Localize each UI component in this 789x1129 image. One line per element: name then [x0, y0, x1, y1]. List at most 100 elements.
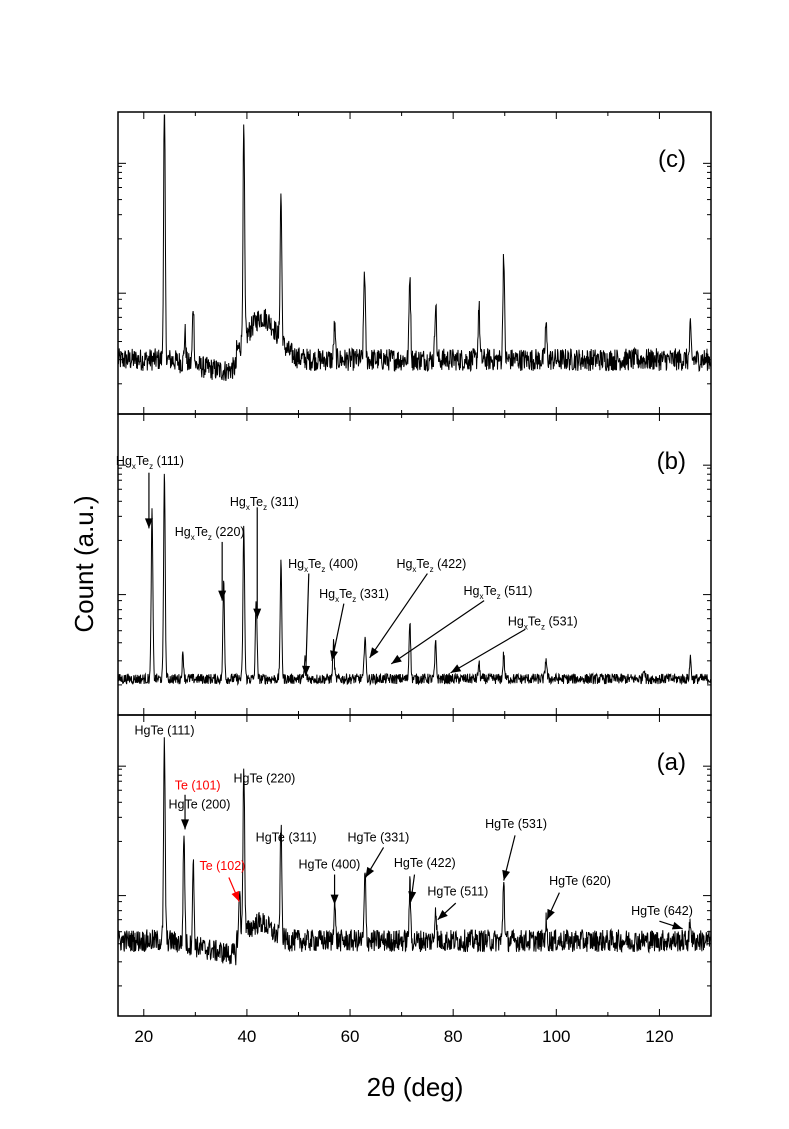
peak-label-element: Te	[136, 454, 149, 468]
peak-label-subscript: z	[352, 595, 356, 604]
peak-label-index: (331)	[356, 587, 389, 601]
x-tick-label: 40	[237, 1027, 256, 1046]
peak-label-subscript: z	[321, 565, 325, 574]
arrow-head	[408, 891, 417, 902]
arrow-head	[671, 921, 683, 930]
peak-label: HgxTez (511)	[463, 584, 532, 601]
peak-label-element: Hg	[175, 525, 191, 539]
peak-label-element: Te	[339, 587, 352, 601]
peak-label-subscript: z	[497, 592, 501, 601]
peak-label-element: Te	[250, 495, 263, 509]
arrow-head	[547, 908, 555, 920]
peak-arrow	[369, 573, 428, 659]
peak-label-element: Te	[195, 525, 208, 539]
peak-label-index: (111)	[153, 454, 184, 468]
y-axis-label: Count (a.u.)	[69, 495, 99, 632]
peak-label-element: Hg	[230, 495, 246, 509]
x-tick-label: 20	[134, 1027, 153, 1046]
arrow-head	[330, 894, 339, 905]
peak-label: HgTe (311)	[256, 830, 317, 844]
x-tick-label: 120	[645, 1027, 673, 1046]
peak-label-index: (400)	[325, 557, 358, 571]
x-tick-label: 80	[444, 1027, 463, 1046]
peak-label-subscript: x	[132, 462, 136, 471]
peak-label: HgTe (620)	[549, 874, 611, 888]
peak-label: HgTe (200)	[169, 797, 231, 811]
peak-label: HgxTez (422)	[396, 557, 466, 574]
peak-label: HgTe (331)	[347, 830, 409, 844]
panel-b: (b)HgxTez (111)HgxTez (220)HgxTez (311)H…	[116, 413, 712, 716]
peak-label-index: (511)	[501, 584, 533, 598]
peak-label: HgTe (400)	[298, 858, 360, 872]
peak-label-element: Hg	[116, 454, 132, 468]
peak-label: HgxTez (111)	[116, 454, 184, 471]
trace-panel-b	[117, 473, 712, 686]
x-tick-label: 100	[542, 1027, 570, 1046]
peak-label-index: (422)	[434, 557, 467, 571]
peak-label-index: (220)	[212, 525, 245, 539]
arrow-head	[437, 909, 448, 920]
arrow-head	[391, 654, 402, 664]
arrow-head	[181, 819, 190, 830]
peak-arrow	[305, 573, 310, 676]
peak-label-element: Te	[416, 557, 429, 571]
trace-panel-a	[117, 737, 712, 966]
peak-label-subscript: z	[541, 622, 545, 631]
arrow-head	[365, 866, 375, 878]
arrow-head	[218, 590, 227, 601]
arrow-head	[450, 664, 462, 673]
panel-a: (a) HgTe (111) Te (101) HgTe (200)HgTe (220…	[117, 714, 712, 1017]
panel-label-c: (c)	[658, 146, 686, 173]
arrow-head	[302, 665, 310, 676]
x-axis-label: 2θ (deg)	[367, 1072, 464, 1102]
arrow-head	[502, 869, 511, 881]
peak-label-subscript: z	[208, 533, 212, 542]
peak-label-index: (311)	[267, 495, 299, 509]
peak-label-subscript: x	[335, 595, 339, 604]
peak-label-element: Hg	[319, 587, 335, 601]
peak-label-subscript: x	[304, 565, 308, 574]
peak-label-element: Hg	[463, 584, 479, 598]
arrow-head	[369, 647, 379, 658]
peak-label-element: Te	[483, 584, 496, 598]
peak-label-subscript: z	[263, 503, 267, 512]
arrow-head	[231, 890, 240, 902]
panel-frame	[117, 714, 712, 1017]
peak-label-subscript: x	[191, 533, 195, 542]
peak-label-subscript: z	[430, 565, 434, 574]
x-tick-label: 60	[341, 1027, 360, 1046]
arrow-head	[144, 518, 153, 529]
peak-label-subscript: x	[479, 592, 483, 601]
peak-label: Te (101)	[175, 779, 221, 793]
peak-label-element: Te	[528, 614, 541, 628]
peak-label: HgTe (220)	[234, 772, 296, 786]
peak-arrow	[450, 628, 526, 674]
peak-arrow	[390, 600, 485, 665]
peak-label: HgTe (511)	[427, 885, 488, 899]
peak-label: HgTe (531)	[485, 817, 547, 831]
peak-label: HgxTez (400)	[288, 557, 358, 574]
peak-label-element: Hg	[508, 614, 524, 628]
peak-label: HgTe (111)	[135, 724, 195, 738]
peak-label-index: (531)	[545, 614, 578, 628]
peak-label-element: Hg	[288, 557, 304, 571]
peak-label: Te (102)	[199, 859, 245, 873]
peak-label: HgTe (642)	[631, 904, 693, 918]
arrow-head	[330, 650, 338, 661]
peak-label-element: Hg	[396, 557, 412, 571]
peak-label-subscript: x	[524, 622, 528, 631]
peak-label: HgxTez (311)	[230, 495, 299, 512]
panel-label-b: (b)	[657, 448, 686, 475]
peak-label: HgxTez (220)	[175, 525, 245, 542]
trace-panel-c	[117, 114, 712, 381]
peak-label: HgxTez (331)	[319, 587, 389, 604]
peak-label: HgTe (422)	[394, 856, 456, 870]
peak-label-subscript: z	[149, 462, 153, 471]
peak-label-subscript: x	[412, 565, 416, 574]
panel-label-a: (a)	[657, 749, 686, 776]
peak-label-subscript: x	[246, 503, 250, 512]
arrow-head	[253, 608, 262, 619]
peak-label-element: Te	[308, 557, 321, 571]
peak-label: HgxTez (531)	[508, 614, 578, 631]
